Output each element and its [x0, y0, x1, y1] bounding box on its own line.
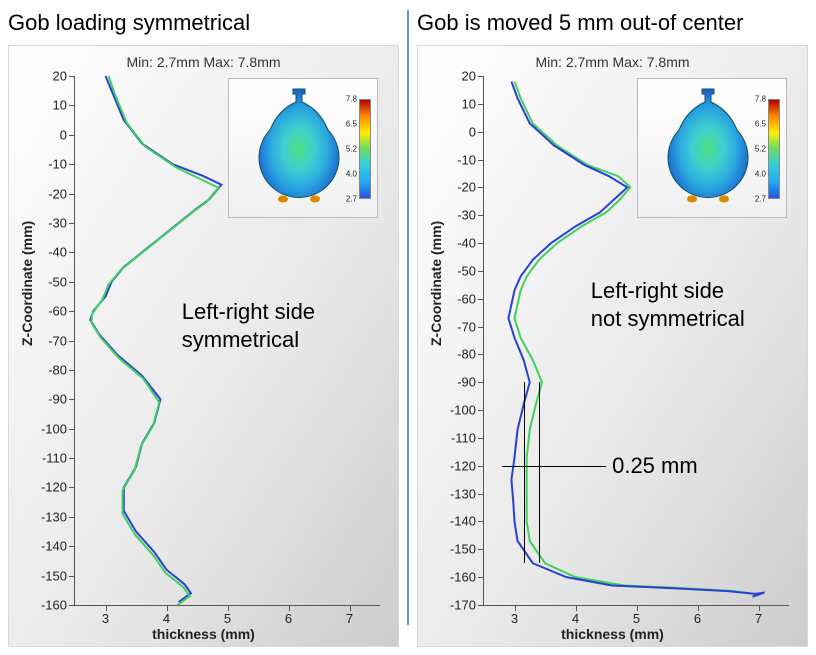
y-tick-label: -60	[457, 291, 484, 306]
y-tick-label: -90	[457, 375, 484, 390]
y-tick-label: -90	[48, 392, 75, 407]
colorbar-tick: 5.2	[755, 145, 766, 154]
x-tick-label: 5	[224, 605, 231, 626]
chart-header: Gob loading symmetrical	[0, 0, 258, 40]
x-tick-label: 4	[163, 605, 170, 626]
y-tick-label: -40	[48, 245, 75, 260]
marker-vertical	[539, 382, 541, 563]
y-axis-label: Z-Coordinate (mm)	[19, 221, 35, 346]
left-panel: Gob loading symmetricalMin: 2.7mm Max: 7…	[0, 0, 407, 655]
colorbar-tick: 4.0	[346, 170, 357, 179]
x-tick-label: 3	[511, 605, 518, 626]
colorbar-tick: 5.2	[346, 145, 357, 154]
simulation-thumbnail: 7.8 6.5 5.2 4.0 2.7	[228, 78, 378, 218]
y-tick-label: -160	[450, 570, 484, 585]
figure-container: Gob loading symmetricalMin: 2.7mm Max: 7…	[0, 0, 816, 655]
bottle-render	[662, 87, 754, 207]
y-tick-label: -110	[42, 451, 75, 466]
x-tick-label: 4	[572, 605, 579, 626]
y-tick-label: 10	[462, 96, 484, 111]
y-tick-label: -10	[457, 152, 484, 167]
colorbar-tick: 2.7	[346, 195, 357, 204]
colorbar-tick: 6.5	[346, 120, 357, 129]
colorbar-tick: 6.5	[755, 120, 766, 129]
y-tick-label: -20	[457, 180, 484, 195]
chart-area: Min: 2.7mm Max: 7.8mm20100-10-20-30-40-5…	[8, 45, 399, 647]
y-tick-label: -160	[41, 598, 75, 613]
y-tick-label: -140	[450, 514, 484, 529]
chart-annotation: Left-right sidenot symmetrical	[591, 277, 745, 332]
chart-annotation: Left-right sidesymmetrical	[182, 298, 315, 353]
y-tick-label: -70	[48, 333, 75, 348]
y-tick-label: -100	[450, 403, 484, 418]
y-tick-label: -30	[48, 215, 75, 230]
y-tick-label: -120	[450, 458, 484, 473]
x-tick-label: 5	[633, 605, 640, 626]
y-tick-label: -170	[450, 598, 484, 613]
y-tick-label: -80	[48, 362, 75, 377]
x-tick-label: 6	[694, 605, 701, 626]
x-axis-label: thickness (mm)	[9, 626, 398, 642]
x-tick-label: 3	[102, 605, 109, 626]
right-panel: Gob is moved 5 mm out-of centerMin: 2.7m…	[409, 0, 816, 655]
colorbar-tick: 4.0	[755, 170, 766, 179]
y-tick-label: 10	[53, 98, 75, 113]
colorbar	[359, 99, 371, 199]
colorbar-tick: 2.7	[755, 195, 766, 204]
chart-header: Gob is moved 5 mm out-of center	[409, 0, 751, 40]
y-tick-label: 0	[60, 127, 75, 142]
x-axis-label: thickness (mm)	[418, 626, 807, 642]
colorbar	[768, 99, 780, 199]
y-tick-label: -130	[450, 486, 484, 501]
marker-horizontal	[502, 466, 606, 468]
y-tick-label: -150	[450, 542, 484, 557]
y-axis-label: Z-Coordinate (mm)	[428, 221, 444, 346]
colorbar-tick: 7.8	[346, 95, 357, 104]
y-tick-label: 20	[53, 69, 75, 84]
y-tick-label: -110	[451, 430, 484, 445]
y-tick-label: -70	[457, 319, 484, 334]
simulation-thumbnail: 7.8 6.5 5.2 4.0 2.7	[637, 78, 787, 218]
y-tick-label: -140	[41, 539, 75, 554]
y-tick-label: -100	[41, 421, 75, 436]
bottle-render	[253, 87, 345, 207]
y-tick-label: -50	[48, 274, 75, 289]
y-tick-label: -130	[41, 509, 75, 524]
y-tick-label: -50	[457, 263, 484, 278]
y-tick-label: -10	[48, 157, 75, 172]
y-tick-label: -20	[48, 186, 75, 201]
colorbar-tick: 7.8	[755, 95, 766, 104]
y-tick-label: -120	[41, 480, 75, 495]
marker-vertical	[524, 382, 526, 563]
x-tick-label: 7	[346, 605, 353, 626]
chart-area: Min: 2.7mm Max: 7.8mm20100-10-20-30-40-5…	[417, 45, 808, 647]
y-tick-label: -60	[48, 304, 75, 319]
y-tick-label: -40	[457, 236, 484, 251]
y-tick-label: 20	[462, 69, 484, 84]
y-tick-label: -80	[457, 347, 484, 362]
y-tick-label: -150	[41, 568, 75, 583]
x-tick-label: 7	[755, 605, 762, 626]
y-tick-label: -30	[457, 208, 484, 223]
x-tick-label: 6	[285, 605, 292, 626]
y-tick-label: 0	[469, 124, 484, 139]
measurement-label: 0.25 mm	[612, 452, 698, 480]
